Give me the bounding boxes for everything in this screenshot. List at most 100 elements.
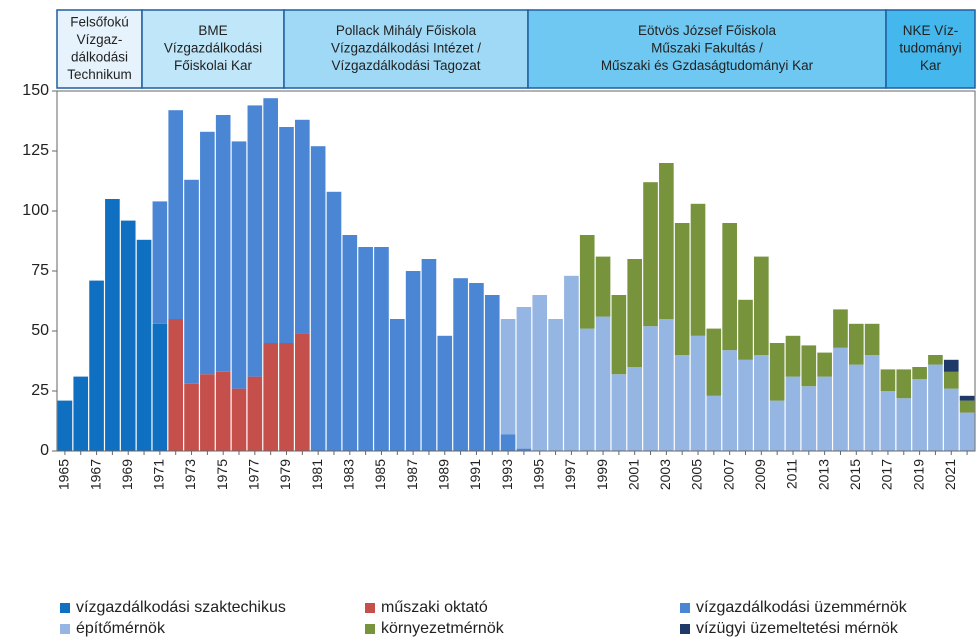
bar-segment <box>627 259 643 367</box>
bar-segment <box>168 110 184 319</box>
bar-segment <box>880 369 896 391</box>
plot-frame <box>56 90 976 452</box>
bar-segment <box>57 400 73 451</box>
x-tick-label: 2007 <box>720 459 736 490</box>
bar-segment <box>848 364 864 451</box>
bar-segment <box>215 371 231 451</box>
bar-segment <box>738 359 753 451</box>
bar-segment <box>928 355 943 365</box>
bar-segment <box>516 448 532 451</box>
x-tick-label: 1973 <box>182 459 198 490</box>
legend-swatch <box>60 624 70 634</box>
bar-segment <box>152 323 168 451</box>
legend-label: vízgazdálkodási üzemmérnök <box>696 599 908 616</box>
bar-segment <box>500 319 516 435</box>
bar-segment <box>896 369 912 399</box>
x-tick-label: 1967 <box>87 459 103 490</box>
period-box <box>56 9 143 89</box>
bar-segment <box>959 412 975 451</box>
bar-segment <box>374 247 389 451</box>
bar-segment <box>864 323 880 355</box>
bar-segment <box>564 275 579 451</box>
bar-segment <box>706 328 722 396</box>
x-tick-label: 2019 <box>910 459 926 490</box>
bar-segment <box>215 115 231 372</box>
bar-segment <box>959 400 975 413</box>
period-label: Vízgazdálkodási <box>164 41 262 56</box>
bar-segment <box>912 379 927 451</box>
bar-segment <box>785 376 801 451</box>
x-tick-label: 1985 <box>372 459 388 490</box>
y-tick-label: 25 <box>31 382 49 399</box>
bar-segment <box>659 163 674 319</box>
bar-segment <box>928 364 943 451</box>
bar-segment <box>769 343 785 401</box>
bar-segment <box>833 309 848 348</box>
x-tick-label: 1975 <box>214 459 230 490</box>
bar-segment <box>263 98 278 343</box>
bar-segment <box>627 367 643 451</box>
x-tick-label: 1969 <box>119 459 135 490</box>
x-tick-label: 1979 <box>277 459 293 490</box>
bar-segment <box>611 374 627 451</box>
x-tick-label: 2009 <box>752 459 768 490</box>
bar-segment <box>453 278 468 451</box>
y-tick-label: 75 <box>31 262 49 279</box>
bar-segment <box>690 335 706 451</box>
bar-segment <box>785 335 801 377</box>
y-tick-label: 0 <box>40 442 49 459</box>
bar-segment <box>358 247 373 451</box>
period-box <box>527 9 887 89</box>
bar-segment <box>200 131 215 375</box>
legend-swatch <box>365 624 375 634</box>
bar-segment <box>880 391 896 451</box>
bar-segment <box>722 350 737 451</box>
bar-segment <box>295 119 310 334</box>
period-box <box>283 9 529 89</box>
bar-segment <box>674 355 690 451</box>
bar-segment <box>801 345 817 387</box>
x-tick-label: 2001 <box>625 459 641 490</box>
bar-segment <box>848 323 864 365</box>
bar-segment <box>73 376 89 451</box>
bar-segment <box>674 223 690 355</box>
x-tick-label: 2013 <box>815 459 831 490</box>
period-label: Vízgaz- <box>77 32 123 47</box>
bar-segment <box>231 141 247 389</box>
bar-segment <box>532 295 548 451</box>
y-tick-label: 100 <box>22 202 49 219</box>
bar-segment <box>120 220 136 451</box>
y-tick-label: 125 <box>22 142 49 159</box>
bar-segment <box>817 376 832 451</box>
bar-segment <box>469 283 484 451</box>
legend-swatch <box>680 603 690 613</box>
legend-label: műszaki oktató <box>381 599 488 616</box>
bar-segment <box>437 335 453 451</box>
bar-segment <box>595 316 611 451</box>
x-tick-label: 1983 <box>341 459 357 490</box>
bar-segment <box>579 328 595 451</box>
bar-segment <box>200 374 215 451</box>
bar-segment <box>864 355 880 451</box>
period-label: NKE Víz- <box>903 23 959 38</box>
legend-swatch <box>365 603 375 613</box>
bar-segment <box>817 352 832 377</box>
legend-label: vízgazdálkodási szaktechikus <box>76 599 286 616</box>
bar-segment <box>247 105 263 377</box>
y-tick-label: 150 <box>22 82 49 99</box>
bar-segment <box>389 319 405 451</box>
period-label: Műszaki és Gzdaságtudományi Kar <box>601 58 814 73</box>
bar-segment <box>548 319 563 451</box>
period-box <box>141 9 285 89</box>
bar-segment <box>690 203 706 336</box>
bar-segment <box>279 127 294 343</box>
bar-segment <box>943 359 959 372</box>
bar-segment <box>295 333 310 451</box>
period-label: Műszaki Fakultás / <box>651 41 763 56</box>
period-label: tudományi <box>899 41 961 56</box>
bar-segment <box>105 199 120 451</box>
bar-segment <box>405 271 421 451</box>
period-label: Vízgazdálkodási Intézet / <box>331 41 481 56</box>
bar-segment <box>152 201 168 324</box>
